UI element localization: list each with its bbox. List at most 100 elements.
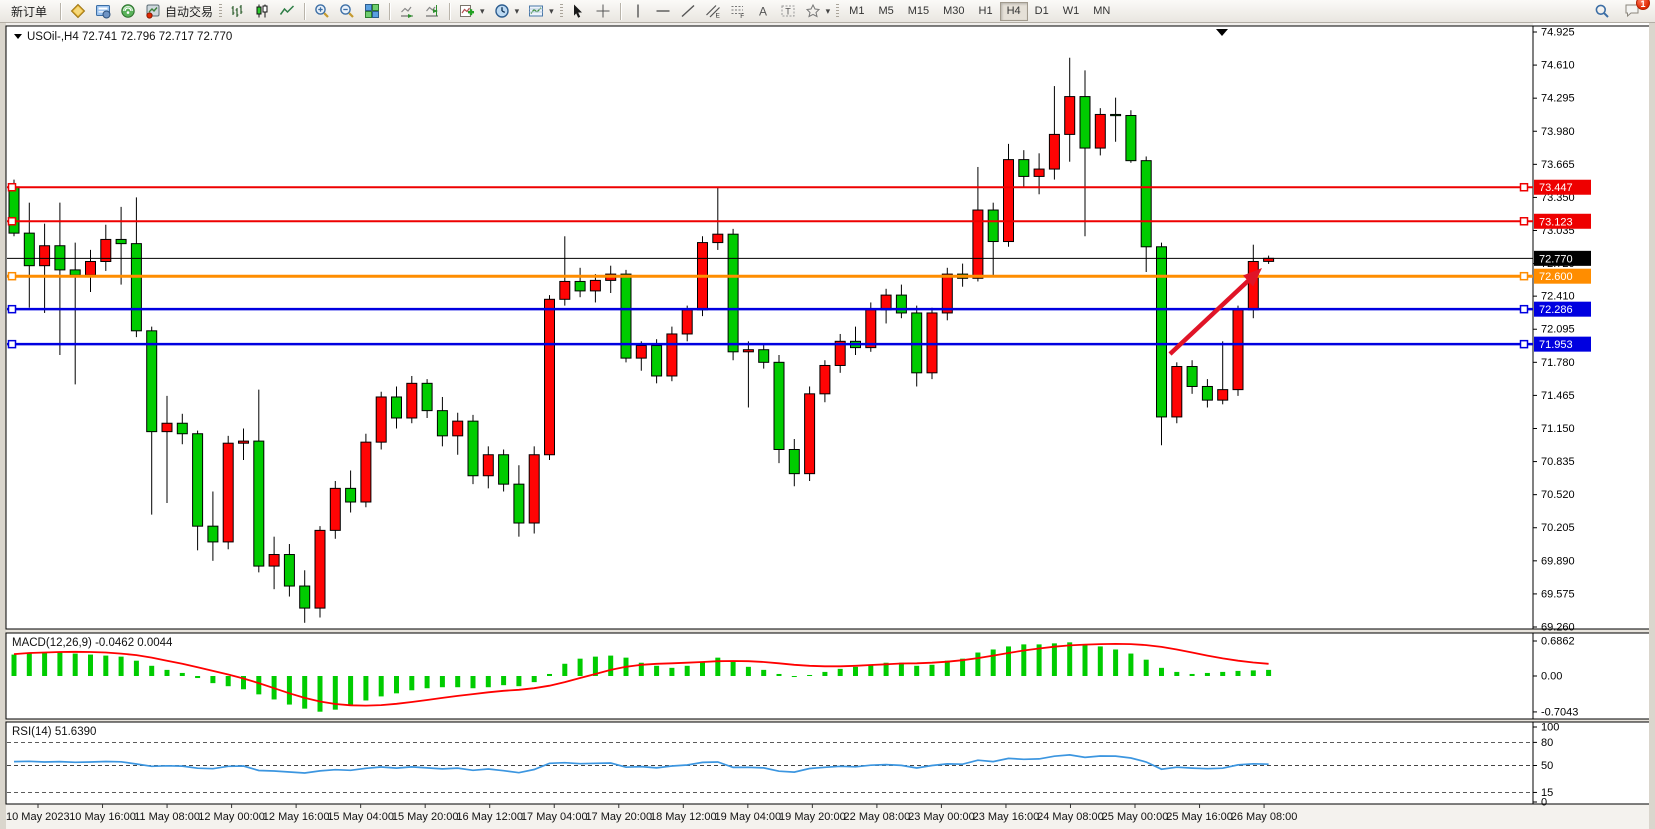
candle-body [1048,133,1060,170]
candle-body [222,442,234,543]
timeframe-M1[interactable]: M1 [842,2,871,21]
svg-text:A: A [759,5,767,19]
text-button[interactable]: A [751,1,775,22]
candle-body [911,312,923,374]
channel-button[interactable]: E [701,1,725,22]
svg-text:23 May 16:00: 23 May 16:00 [973,811,1040,823]
svg-text:10 May 2023: 10 May 2023 [6,811,70,823]
fibonacci-button[interactable]: F [726,1,750,22]
zoom-out-button[interactable] [335,1,359,22]
candle-body [1201,385,1213,401]
rsi-line [13,754,1269,774]
auto-scroll-icon [401,6,414,18]
svg-text:19 May 04:00: 19 May 04:00 [715,811,782,823]
candle-body [742,349,754,353]
svg-text:16 May 12:00: 16 May 12:00 [456,811,523,823]
candle-body [436,410,448,437]
tile-windows-button[interactable] [360,1,384,22]
candle-body [1094,113,1106,149]
svg-text:71.150: 71.150 [1541,423,1575,435]
svg-text:74.610: 74.610 [1541,60,1575,72]
line-chart-button[interactable] [275,1,299,22]
price-tags: 73.447 73.123 72.770 72.600 72.286 71.953 [1534,179,1591,352]
timeframe-group: M1 M5 M15 M30 H1 H4 D1 W1 MN [842,1,1117,21]
time-axis-strip[interactable] [6,804,1649,829]
trend-arrow[interactable] [1168,268,1262,356]
macd-label: MACD(12,26,9) -0.0462 0.0044 [12,637,173,649]
shapes-button[interactable]: ▾ [801,1,835,22]
line-handle [7,182,17,192]
chart-shift-marker[interactable] [1216,29,1228,36]
svg-text:73.980: 73.980 [1541,126,1575,138]
candle-body [1125,114,1137,162]
horizontal-line-button[interactable] [651,1,675,22]
level-line-73.123[interactable] [7,217,1533,226]
crosshair-button[interactable] [591,1,615,22]
templates-icon [529,5,544,17]
autotrading-label: 自动交易 [165,4,214,19]
autotrading-button[interactable]: 自动交易 [141,1,217,22]
svg-text:72.600: 72.600 [1539,271,1573,283]
candle-body [1110,113,1122,117]
main-price-panel[interactable] [5,25,1534,630]
timeframe-D1[interactable]: D1 [1028,2,1056,21]
periods-button[interactable]: ▾ [490,1,524,22]
candle-body [1217,389,1229,401]
candlestick-chart-button[interactable] [250,1,274,22]
templates-button[interactable]: ▾ [524,1,558,22]
text-label-button[interactable]: T [776,1,800,22]
level-line-72.286[interactable] [7,304,1533,314]
chart-window: 74.925 74.610 74.295 73.980 73.665 73.350 73.0… [0,23,1655,829]
svg-text:24 May 08:00: 24 May 08:00 [1037,811,1104,823]
auto-scroll-button[interactable] [395,1,419,22]
zoom-in-button[interactable] [310,1,334,22]
svg-text:15: 15 [1541,787,1553,799]
svg-text:26 May 08:00: 26 May 08:00 [1231,811,1298,823]
bar-chart-button[interactable] [225,1,249,22]
timeframe-H4[interactable]: H4 [999,1,1028,21]
svg-text:72.410: 72.410 [1541,291,1575,303]
candle-body [85,260,96,276]
candle-body [834,340,846,366]
price-chart[interactable]: 74.92574.61074.29573.98073.66573.35073.0… [0,23,1655,829]
timeframe-W1[interactable]: W1 [1056,2,1087,21]
market-watch-button[interactable] [66,1,90,22]
search-button[interactable] [1590,1,1614,22]
trendline-button[interactable] [676,1,700,22]
rsi-panel[interactable] [5,721,1534,805]
navigator-button[interactable] [116,1,140,22]
candle-body [498,454,510,485]
level-line-71.953[interactable] [7,339,1533,349]
level-line-73.447[interactable] [7,182,1533,192]
svg-text:USOil-,H4 72.741 72.796 72.717: USOil-,H4 72.741 72.796 72.717 72.770 [27,31,232,43]
panel-splitter[interactable] [6,629,1649,633]
svg-text:18 May 12:00: 18 May 12:00 [650,811,717,823]
timeframe-M15[interactable]: M15 [901,2,936,21]
price-tag-73.447 [1534,179,1591,195]
candle-body [452,420,464,437]
timeframe-H1[interactable]: H1 [972,2,1000,21]
autotrading-icon [146,4,160,19]
indicators-button[interactable]: ▾ [455,1,489,22]
vertical-line-icon [636,4,639,18]
svg-text:E: E [715,13,720,20]
svg-text:17 May 04:00: 17 May 04:00 [521,811,588,823]
chevron-down-icon: ▾ [514,5,520,16]
timeframe-MN[interactable]: MN [1086,2,1117,21]
chart-shift-button[interactable] [420,1,444,22]
data-window-button[interactable] [91,1,115,22]
level-line-72.6[interactable] [7,271,1533,281]
svg-text:17 May 20:00: 17 May 20:00 [585,811,652,823]
price-axis[interactable]: 74.92574.61074.29573.98073.66573.35073.0… [1533,27,1578,809]
line-handle [1519,271,1529,281]
candle-body [207,525,219,543]
timeframe-M30[interactable]: M30 [936,2,971,21]
new-order-button[interactable]: 新订单 [3,1,55,22]
timeframe-M5[interactable]: M5 [871,2,900,21]
candle-body [192,433,204,527]
vertical-line-button[interactable] [626,1,650,22]
candle-body [1064,96,1076,135]
cursor-button[interactable] [566,1,590,22]
panel-splitter[interactable] [6,719,1649,722]
